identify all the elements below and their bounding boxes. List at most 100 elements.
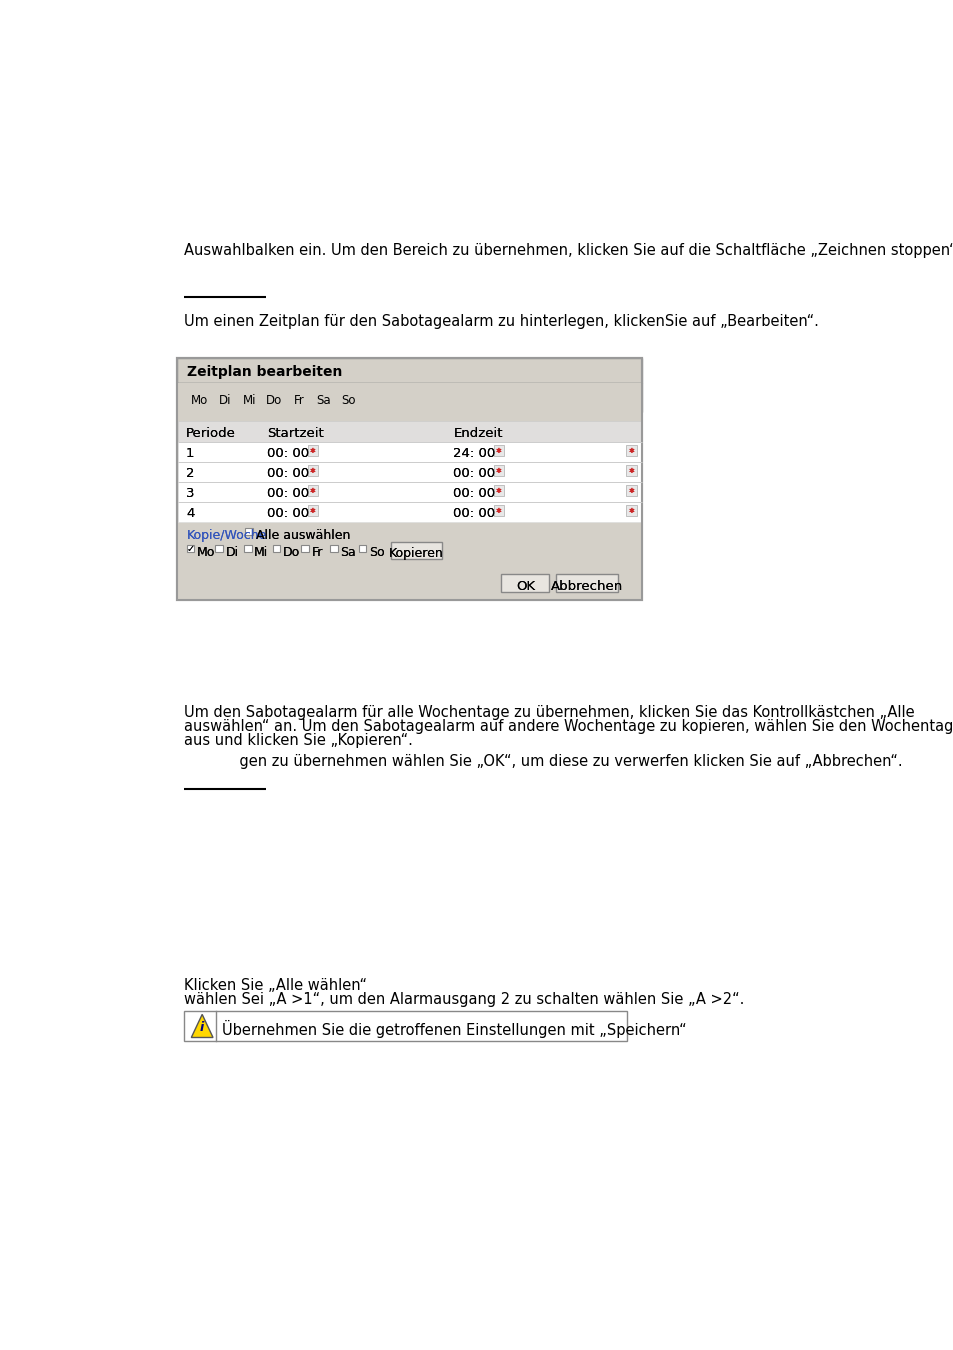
Text: ✓: ✓ <box>186 544 194 554</box>
FancyBboxPatch shape <box>238 389 260 406</box>
FancyBboxPatch shape <box>273 544 280 552</box>
Text: auswählen“ an. Um den Sabotagealarm auf andere Wochentage zu kopieren, wählen Si: auswählen“ an. Um den Sabotagealarm auf … <box>183 718 952 733</box>
Text: ✱: ✱ <box>628 467 634 474</box>
Text: Di: Di <box>225 547 238 559</box>
Text: 3: 3 <box>186 487 194 500</box>
Text: ✱: ✱ <box>310 448 315 454</box>
FancyBboxPatch shape <box>178 383 641 601</box>
Text: 3: 3 <box>186 487 194 500</box>
Text: ✓: ✓ <box>186 544 194 554</box>
Text: Di: Di <box>218 394 231 408</box>
FancyBboxPatch shape <box>178 441 641 462</box>
Text: 4: 4 <box>186 508 194 520</box>
Text: ✱: ✱ <box>496 467 501 474</box>
Text: Endzeit: Endzeit <box>453 427 502 440</box>
Text: Sa: Sa <box>340 547 355 559</box>
FancyBboxPatch shape <box>183 1011 626 1041</box>
FancyBboxPatch shape <box>555 574 617 593</box>
Text: Mo: Mo <box>196 547 214 559</box>
Text: OK: OK <box>516 579 535 593</box>
FancyBboxPatch shape <box>493 505 504 516</box>
Text: 24: 00: 24: 00 <box>453 447 495 460</box>
FancyBboxPatch shape <box>178 441 641 462</box>
Text: ✱: ✱ <box>496 467 501 474</box>
FancyBboxPatch shape <box>178 502 641 521</box>
FancyBboxPatch shape <box>307 505 318 516</box>
Text: 00: 00: 00: 00 <box>453 467 495 479</box>
Text: wählen Sei „A >1“, um den Alarmausgang 2 zu schalten wählen Sie „A >2“.: wählen Sei „A >1“, um den Alarmausgang 2… <box>183 992 743 1007</box>
Text: Kopie/Woche: Kopie/Woche <box>187 529 267 543</box>
Text: So: So <box>369 547 384 559</box>
FancyBboxPatch shape <box>358 544 366 552</box>
Text: Abbrechen: Abbrechen <box>550 579 622 593</box>
FancyBboxPatch shape <box>215 544 223 552</box>
FancyBboxPatch shape <box>493 446 504 456</box>
FancyBboxPatch shape <box>273 544 280 552</box>
Text: ✱: ✱ <box>628 487 634 494</box>
Text: Do: Do <box>282 547 299 559</box>
Text: 1: 1 <box>186 447 194 460</box>
Text: ✱: ✱ <box>496 448 501 454</box>
FancyBboxPatch shape <box>625 486 637 497</box>
Text: Periode: Periode <box>186 427 235 440</box>
Text: 2: 2 <box>186 467 194 479</box>
Text: Do: Do <box>266 394 282 408</box>
Text: Um den Sabotagealarm für alle Wochentage zu übernehmen, klicken Sie das Kontroll: Um den Sabotagealarm für alle Wochentage… <box>183 705 913 720</box>
FancyBboxPatch shape <box>301 544 309 552</box>
FancyBboxPatch shape <box>307 446 318 456</box>
Text: ✱: ✱ <box>310 487 315 494</box>
FancyBboxPatch shape <box>358 544 366 552</box>
Text: ✱: ✱ <box>628 487 634 494</box>
Text: ✱: ✱ <box>496 508 501 514</box>
FancyBboxPatch shape <box>244 544 252 552</box>
FancyBboxPatch shape <box>625 466 637 477</box>
FancyBboxPatch shape <box>625 505 637 516</box>
FancyBboxPatch shape <box>391 541 441 559</box>
Polygon shape <box>192 1014 213 1038</box>
FancyBboxPatch shape <box>187 544 194 552</box>
FancyBboxPatch shape <box>625 446 637 456</box>
FancyBboxPatch shape <box>493 505 504 516</box>
Text: Klicken Sie „Alle wählen“: Klicken Sie „Alle wählen“ <box>183 979 366 994</box>
Text: ✱: ✱ <box>310 467 315 474</box>
FancyBboxPatch shape <box>625 446 637 456</box>
Text: ✱: ✱ <box>628 508 634 514</box>
Text: gen zu übernehmen wählen Sie „OK“, um diese zu verwerfen klicken Sie auf „Abbrec: gen zu übernehmen wählen Sie „OK“, um di… <box>183 755 902 770</box>
Text: Sa: Sa <box>316 394 331 408</box>
FancyBboxPatch shape <box>213 389 235 406</box>
FancyBboxPatch shape <box>178 421 641 441</box>
Text: Startzeit: Startzeit <box>267 427 324 440</box>
FancyBboxPatch shape <box>307 446 318 456</box>
Text: 00: 00: 00: 00 <box>267 467 309 479</box>
FancyBboxPatch shape <box>500 574 549 593</box>
FancyBboxPatch shape <box>493 466 504 477</box>
Text: ✱: ✱ <box>628 467 634 474</box>
FancyBboxPatch shape <box>307 486 318 497</box>
Text: ✱: ✱ <box>496 448 501 454</box>
Text: ✱: ✱ <box>496 487 501 494</box>
Text: Kopieren: Kopieren <box>389 547 443 560</box>
FancyBboxPatch shape <box>301 544 309 552</box>
FancyBboxPatch shape <box>625 466 637 477</box>
Text: ✱: ✱ <box>310 508 315 514</box>
Text: 00: 00: 00: 00 <box>453 508 495 520</box>
Text: i: i <box>200 1021 204 1034</box>
Text: ✱: ✱ <box>628 508 634 514</box>
FancyBboxPatch shape <box>177 383 641 412</box>
Text: 1: 1 <box>186 447 194 460</box>
Text: ✱: ✱ <box>310 508 315 514</box>
Text: 00: 00: 00: 00 <box>267 447 309 460</box>
FancyBboxPatch shape <box>263 389 285 406</box>
Text: Übernehmen Sie die getroffenen Einstellungen mit „Speichern“: Übernehmen Sie die getroffenen Einstellu… <box>222 1021 686 1038</box>
Text: 00: 00: 00: 00 <box>453 487 495 500</box>
Text: ✱: ✱ <box>310 448 315 454</box>
Text: So: So <box>341 394 355 408</box>
Text: Alle auswählen: Alle auswählen <box>255 529 350 543</box>
FancyBboxPatch shape <box>244 544 252 552</box>
Text: 00: 00: 00: 00 <box>267 508 309 520</box>
Text: 24: 00: 24: 00 <box>453 447 495 460</box>
Text: Alle auswählen: Alle auswählen <box>255 529 350 543</box>
FancyBboxPatch shape <box>625 505 637 516</box>
Text: Fr: Fr <box>311 547 322 559</box>
FancyBboxPatch shape <box>178 462 641 482</box>
